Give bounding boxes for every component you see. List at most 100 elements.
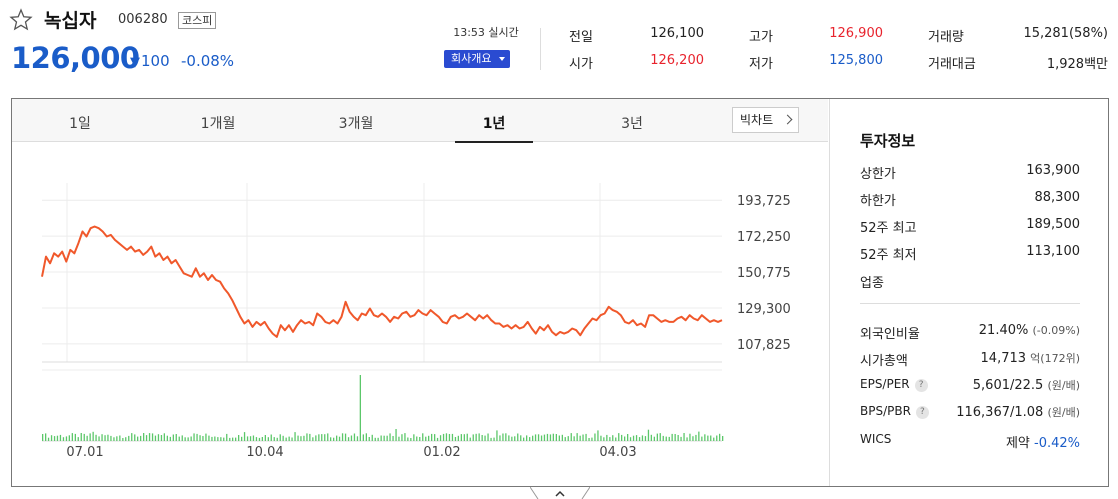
high-label: 고가 [749, 30, 773, 45]
market-badge: 코스피 [178, 12, 217, 29]
volume-bar [232, 437, 234, 441]
volume-bar [261, 437, 263, 441]
divider [860, 303, 1080, 304]
sector-label: 업종 [860, 276, 884, 291]
collapse-tab[interactable] [530, 487, 590, 499]
volume-bar [719, 433, 721, 441]
volume-bar [389, 433, 391, 441]
volume-bar [413, 434, 415, 441]
volume-bar [336, 435, 338, 441]
volume-bar [175, 434, 177, 441]
wics-sector[interactable]: 제약 [1005, 436, 1030, 451]
volume-bar [618, 433, 620, 441]
question-icon[interactable]: ? [914, 379, 928, 392]
volume-bar [220, 437, 222, 441]
eps-per-label: EPS/PER? [860, 377, 928, 392]
volume-bar [199, 435, 201, 441]
volume-bar [42, 434, 44, 441]
volume-bar [656, 433, 658, 441]
volume-bar [107, 434, 109, 441]
market-cap-unit: 억 [1030, 352, 1041, 365]
volume-bar [241, 436, 243, 441]
volume-bar [532, 435, 534, 441]
volume-bar [80, 433, 82, 441]
volume-bar [561, 434, 563, 441]
volume-bar [68, 435, 70, 441]
volume-bar [264, 435, 266, 441]
volume-bar [122, 438, 124, 441]
tab-1y[interactable]: 1년 [482, 116, 506, 132]
eps-per-text: EPS/PER [860, 377, 910, 391]
high52-label: 52주 최고 [860, 221, 917, 236]
volume-bar [279, 434, 281, 441]
volume-bar [496, 430, 498, 441]
volume-bar [454, 437, 457, 441]
wics-value: 제약 -0.42% [1006, 432, 1080, 451]
current-price: 126,000 [11, 41, 140, 75]
volume-bar [380, 435, 382, 441]
volume-bar [50, 435, 53, 441]
volume-bar [383, 435, 385, 441]
bigchart-label: 빅차트 [740, 113, 774, 127]
lower-limit-label: 하한가 [860, 194, 896, 209]
volume-bar [249, 436, 252, 441]
wics-rate: -0.42% [1034, 436, 1080, 451]
volume-bar [638, 437, 641, 441]
star-icon[interactable] [9, 8, 33, 32]
bigchart-button[interactable]: 빅차트 [732, 107, 799, 133]
open-label: 시가 [569, 57, 593, 72]
volume-bar [701, 436, 703, 441]
volume-bar [653, 436, 655, 441]
company-overview-button[interactable]: 회사개요 [444, 50, 510, 68]
volume-bar [137, 436, 139, 441]
bps-pbr-value: 116,367/1.08 (원/배) [956, 404, 1080, 420]
volume-bar [401, 434, 403, 441]
volume-bar [98, 436, 100, 441]
volume-bar [77, 437, 79, 441]
volume-bar [297, 435, 299, 441]
high-value: 126,900 [829, 26, 883, 41]
volume-bar [425, 436, 427, 441]
volume-bar [178, 436, 180, 441]
volume-bar [163, 433, 165, 441]
question-icon[interactable]: ? [915, 406, 929, 419]
tab-1m[interactable]: 1개월 [200, 116, 236, 132]
tab-3y[interactable]: 3년 [621, 116, 643, 132]
volume-bar [368, 437, 370, 441]
volume-bar [294, 432, 296, 441]
volume-bar [526, 435, 528, 441]
lower-limit-value: 88,300 [1034, 190, 1081, 205]
caret-down-icon [499, 57, 505, 61]
volume-bars [42, 375, 724, 441]
volume-bar [131, 433, 133, 441]
volume-bar [621, 434, 623, 441]
prev-close-value: 126,100 [650, 26, 704, 41]
chart-grid [42, 183, 722, 442]
stock-code: 006280 [118, 12, 168, 27]
volume-bar [609, 437, 611, 441]
volume-bar [119, 435, 121, 441]
tab-3m[interactable]: 3개월 [338, 116, 374, 132]
volume-bar [439, 435, 442, 441]
tab-1d[interactable]: 1일 [69, 116, 91, 132]
price-change-rate: -0.08% [181, 52, 235, 70]
volume-bar [448, 434, 451, 441]
volume-bar [662, 435, 664, 441]
volume-bar [347, 437, 350, 441]
chart-frame [11, 98, 1109, 487]
volume-bar [45, 433, 47, 441]
volume-bar [160, 435, 163, 441]
stock-header: 녹십자 006280 코스피 126,000 ▼100 -0.08% 13:53… [0, 0, 1118, 92]
volume-bar [205, 433, 207, 441]
invest-info-panel [829, 99, 1108, 486]
volume-bar [534, 434, 537, 441]
volume-bar [267, 437, 269, 441]
volume-bar [359, 375, 361, 441]
invest-info-title: 투자정보 [860, 132, 916, 150]
volume-bar [333, 437, 335, 441]
volume-bar [238, 435, 240, 441]
volume-bar [243, 432, 246, 441]
volume-bar [451, 433, 454, 441]
volume-bar [229, 437, 231, 441]
volume-bar [190, 436, 192, 441]
